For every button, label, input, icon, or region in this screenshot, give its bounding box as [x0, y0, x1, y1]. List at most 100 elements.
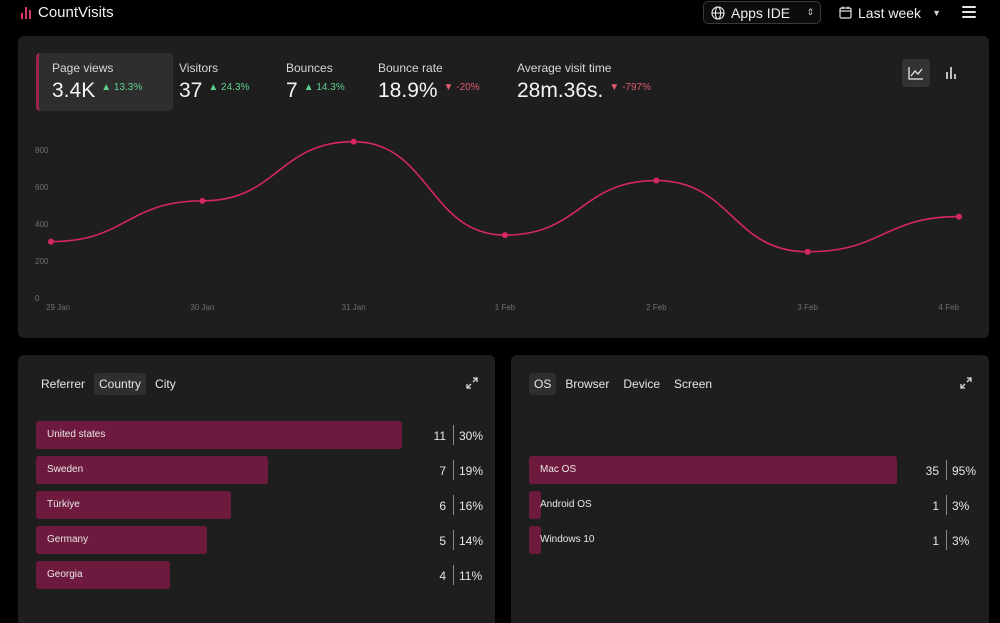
stat-label: Bounces [286, 61, 333, 75]
expand-icon[interactable] [960, 377, 972, 389]
share-bar [529, 526, 541, 554]
expand-icon[interactable] [466, 377, 478, 389]
caret-down-icon: ▼ [932, 7, 941, 18]
share-bar [36, 456, 268, 484]
share-bar [36, 561, 170, 589]
share-bar [36, 421, 402, 449]
item-percent: 14% [459, 534, 484, 548]
data-point[interactable] [199, 197, 206, 204]
hamburger-menu-icon[interactable] [962, 6, 976, 18]
item-percent: 95% [952, 464, 977, 478]
stat-value: 7 [286, 79, 298, 102]
list-item[interactable]: Germany 5 14% [36, 526, 483, 554]
country-panel: Referrer Country City United states 11 30%… [18, 355, 495, 623]
divider [453, 495, 454, 515]
item-label: Türkiye [47, 499, 80, 510]
item-count: 4 [439, 569, 446, 583]
data-point[interactable] [350, 138, 357, 145]
x-tick-label: 31 Jan [342, 303, 366, 312]
item-label: Georgia [47, 569, 83, 580]
stat-value: 37 [179, 79, 203, 102]
list-item[interactable]: Sweden 7 19% [36, 456, 483, 484]
item-label: Germany [47, 534, 89, 545]
stat-value: 18.9% [378, 79, 438, 102]
chevron-updown-icon: ⇕ [806, 7, 814, 17]
stat-average-visit-time[interactable]: Average visit time 28m.36s. ▼ -797% [501, 53, 671, 111]
stat-bounce-rate[interactable]: Bounce rate 18.9% ▼ -20% [362, 53, 502, 111]
y-tick-label: 200 [35, 257, 49, 266]
tab-os[interactable]: OS [529, 373, 557, 395]
divider [946, 460, 947, 480]
item-percent: 11% [459, 569, 483, 583]
y-tick-label: 400 [35, 220, 49, 229]
x-tick-label: 1 Feb [495, 303, 516, 312]
date-range-select[interactable]: Last week ▼ [839, 1, 941, 24]
tab-browser[interactable]: Browser [565, 377, 610, 391]
item-count: 7 [439, 464, 446, 478]
list-item[interactable]: Android OS 1 3% [529, 491, 969, 519]
item-count: 35 [925, 464, 939, 478]
stat-visitors[interactable]: Visitors 37 ▲ 24.3% [163, 53, 268, 111]
line-chart-icon [908, 67, 923, 80]
stat-delta: ▼ -20% [443, 82, 480, 93]
share-bar [529, 491, 541, 519]
line-chart-toggle[interactable] [902, 59, 930, 87]
top-bar: CountVisits Apps IDE ⇕ Last week ▼ [0, 0, 1000, 28]
item-label: Android OS [540, 499, 592, 510]
overview-card: Page views 3.4K ▲ 13.3% Visitors 37 ▲ 24.3… [18, 36, 989, 338]
item-count: 11 [433, 429, 446, 443]
list-item[interactable]: United states 11 30% [36, 421, 483, 449]
site-select[interactable]: Apps IDE ⇕ [703, 1, 821, 24]
list-item[interactable]: Türkiye 6 16% [36, 491, 483, 519]
divider [453, 460, 454, 480]
divider [453, 530, 454, 550]
item-percent: 3% [952, 499, 970, 513]
y-tick-label: 800 [35, 146, 49, 155]
data-point[interactable] [804, 248, 811, 255]
tab-city[interactable]: City [155, 377, 176, 391]
stat-bounces[interactable]: Bounces 7 ▲ 14.3% [270, 53, 365, 111]
stat-delta-value: 13.3% [113, 82, 143, 93]
item-label: United states [47, 429, 106, 440]
x-tick-label: 30 Jan [190, 303, 214, 312]
item-count: 1 [932, 499, 939, 513]
data-point[interactable] [502, 232, 508, 239]
share-bar [36, 526, 207, 554]
bar-chart-toggle[interactable] [937, 59, 965, 87]
item-count: 5 [439, 534, 446, 548]
list-item[interactable]: Windows 10 1 3% [529, 526, 969, 554]
tab-screen[interactable]: Screen [674, 377, 713, 391]
bar-chart-icon [946, 67, 956, 79]
stat-page-views[interactable]: Page views 3.4K ▲ 13.3% [36, 53, 173, 111]
item-percent: 30% [459, 429, 484, 443]
divider [453, 565, 454, 585]
x-tick-label: 29 Jan [46, 303, 70, 312]
data-point[interactable] [653, 177, 660, 184]
list-item[interactable]: Mac OS 35 95% [529, 456, 976, 484]
item-percent: 19% [459, 464, 484, 478]
stat-label: Visitors [179, 61, 219, 75]
stat-label: Page views [52, 61, 114, 75]
stat-delta: ▲ 14.3% [303, 82, 345, 93]
tab-country[interactable]: Country [94, 373, 147, 395]
stat-delta-value: -797% [622, 82, 651, 93]
country-panel-tabs: Referrer Country City [36, 373, 181, 395]
calendar-icon [839, 6, 852, 19]
divider [453, 425, 454, 445]
x-tick-label: 3 Feb [797, 303, 818, 312]
stat-label: Average visit time [517, 61, 612, 75]
app-name: CountVisits [38, 4, 114, 21]
item-label: Sweden [47, 464, 84, 475]
tab-referrer[interactable]: Referrer [41, 377, 86, 391]
stat-value: 28m.36s. [517, 79, 604, 102]
item-count: 6 [439, 499, 446, 513]
tab-device[interactable]: Device [623, 377, 661, 391]
y-tick-label: 0 [35, 294, 40, 303]
brand[interactable]: CountVisits [21, 4, 114, 21]
site-select-label: Apps IDE [731, 4, 791, 21]
stat-value: 3.4K [52, 79, 96, 102]
data-point[interactable] [48, 238, 54, 245]
list-item[interactable]: Georgia 4 11% [36, 561, 482, 589]
data-point[interactable] [956, 213, 962, 220]
stat-delta: ▼ -797% [609, 82, 651, 93]
